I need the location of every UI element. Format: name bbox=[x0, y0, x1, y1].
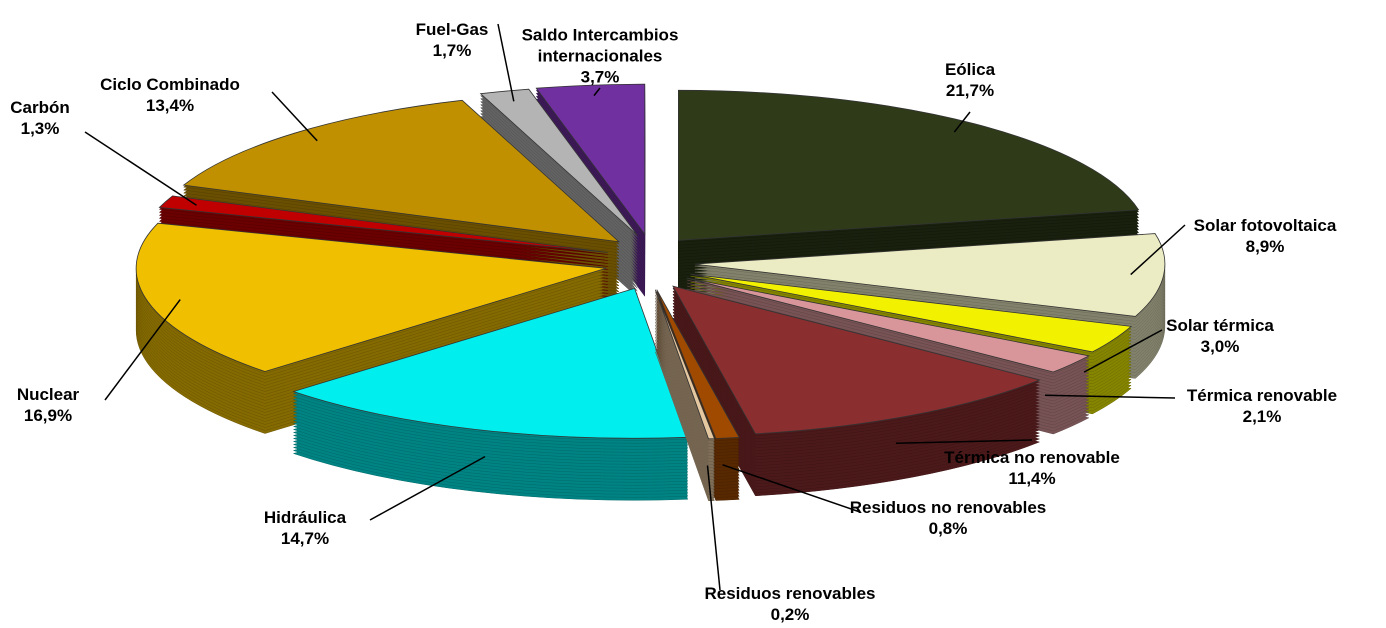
slice bbox=[535, 83, 646, 236]
slice-label: Carbón 1,3% bbox=[10, 97, 70, 139]
category-name: Solar fotovoltaica bbox=[1193, 216, 1337, 235]
value-label: 11,4% bbox=[1008, 469, 1056, 488]
slice bbox=[690, 273, 1133, 353]
slice bbox=[686, 277, 1091, 373]
slice bbox=[158, 195, 608, 253]
category-name: Eólica bbox=[944, 60, 996, 79]
slice-label: Eólica 21,7% bbox=[945, 59, 995, 101]
category-name: Nuclear bbox=[16, 385, 80, 404]
slice bbox=[292, 287, 689, 439]
value-label: 21,7% bbox=[945, 81, 995, 100]
slice-label: Residuos no renovables 0,8% bbox=[850, 497, 1047, 539]
value-label: 1,3% bbox=[20, 119, 60, 138]
leader-line bbox=[953, 111, 971, 133]
slice-label: Solar térmica 3,0% bbox=[1166, 315, 1274, 357]
slice-label: Térmica no renovable 11,4% bbox=[944, 447, 1120, 489]
slice-label: Hidráulica 14,7% bbox=[264, 507, 346, 549]
leader-line bbox=[369, 455, 486, 521]
value-label: 8,9% bbox=[1245, 237, 1285, 256]
slice-label: Fuel-Gas 1,7% bbox=[416, 19, 489, 61]
leader-line bbox=[497, 23, 515, 102]
slice-label: Residuos renovables 0,2% bbox=[704, 583, 875, 625]
slice-label: Nuclear 16,9% bbox=[17, 384, 79, 426]
slice-label: Térmica renovable 2,1% bbox=[1187, 385, 1337, 427]
category-name: Térmica no renovable bbox=[944, 448, 1120, 467]
slice bbox=[135, 222, 607, 372]
slice bbox=[654, 289, 715, 440]
category-name: Térmica renovable bbox=[1186, 386, 1338, 405]
slice bbox=[656, 289, 740, 439]
leader-line bbox=[593, 87, 601, 97]
value-label: 16,9% bbox=[23, 406, 73, 425]
value-label: 0,8% bbox=[928, 519, 968, 538]
leader-line bbox=[722, 464, 861, 513]
leader-line bbox=[706, 465, 721, 591]
leader-line bbox=[1044, 394, 1176, 399]
slice-label: Ciclo Combinado 13,4% bbox=[100, 74, 240, 116]
leader-line bbox=[104, 299, 181, 401]
slice bbox=[672, 285, 1041, 435]
value-label: 3,0% bbox=[1200, 337, 1240, 356]
category-name: Residuos renovables bbox=[704, 584, 876, 603]
leader-line bbox=[895, 439, 1033, 445]
slice-label: Solar fotovoltaica 8,9% bbox=[1194, 215, 1337, 257]
category-name: Solar térmica bbox=[1166, 316, 1274, 335]
category-name: Hidráulica bbox=[263, 508, 347, 527]
value-label: 14,7% bbox=[280, 529, 330, 548]
category-name: Saldo Intercambios internacionales bbox=[521, 25, 679, 66]
slice bbox=[677, 89, 1140, 241]
leader-line bbox=[1130, 224, 1186, 276]
slice bbox=[694, 233, 1166, 317]
slice bbox=[182, 99, 621, 243]
leader-line bbox=[271, 91, 318, 142]
value-label: 1,7% bbox=[432, 41, 472, 60]
category-name: Carbón bbox=[10, 98, 70, 117]
leader-line bbox=[84, 131, 197, 206]
slice bbox=[479, 88, 638, 236]
value-label: 3,7% bbox=[580, 67, 620, 87]
leader-line bbox=[1083, 329, 1163, 373]
category-name: Ciclo Combinado bbox=[100, 75, 240, 94]
category-name: Fuel-Gas bbox=[415, 20, 489, 39]
slice-label: Saldo Intercambios internacionales 3,7% bbox=[505, 25, 695, 88]
value-label: 0,2% bbox=[770, 605, 810, 624]
category-name: Residuos no renovables bbox=[849, 498, 1047, 517]
value-label: 2,1% bbox=[1242, 407, 1282, 426]
value-label: 13,4% bbox=[145, 96, 195, 115]
